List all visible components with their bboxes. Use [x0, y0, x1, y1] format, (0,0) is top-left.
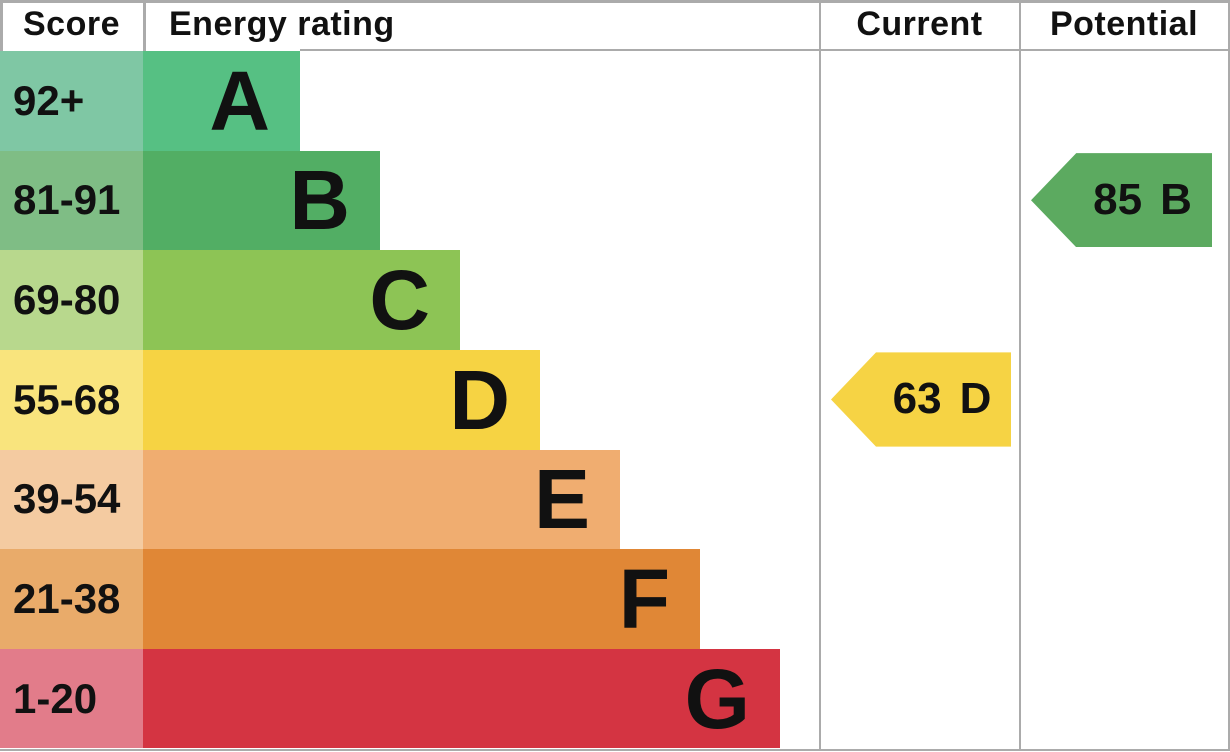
- band-score-range: 81-91: [0, 150, 143, 251]
- band-row-e: 39-54 E: [0, 449, 1230, 550]
- band-score-range: 39-54: [0, 449, 143, 550]
- band-score-range-label: 55-68: [13, 375, 121, 423]
- band-letter: B: [289, 153, 350, 248]
- band-bar-a: A: [143, 51, 300, 151]
- band-row-f: 21-38 F: [0, 549, 1230, 649]
- band-bar-b: B: [143, 150, 380, 251]
- band-score-range: 21-38: [0, 549, 143, 649]
- band-letter: E: [533, 452, 590, 547]
- band-score-range-label: 1-20: [13, 674, 98, 722]
- potential-column-divider: [1018, 0, 1021, 751]
- potential-rating-letter: B: [1160, 175, 1192, 225]
- band-row-b: 81-91 B: [0, 150, 1230, 251]
- band-bar-c: C: [143, 250, 460, 350]
- band-score-range-label: 21-38: [13, 575, 121, 623]
- band-row-d: 55-68 D: [0, 349, 1230, 450]
- left-border-line: [0, 0, 3, 51]
- band-score-range: 55-68: [0, 349, 143, 450]
- band-bar-e: E: [143, 449, 620, 550]
- band-score-range-label: 69-80: [13, 276, 121, 324]
- band-bar-g: G: [143, 648, 780, 749]
- band-row-g: 1-20 G: [0, 648, 1230, 749]
- current-rating-letter: D: [959, 374, 992, 424]
- score-column-divider: [143, 0, 146, 51]
- potential-rating-value: 85: [1093, 175, 1143, 225]
- band-rows: 92+ A 81-91 B 69-80 C 55-68 D 39-54 E 21-38 F 1-20 G: [0, 51, 1230, 749]
- band-letter: F: [618, 552, 670, 647]
- header-current: Current: [856, 4, 983, 43]
- band-score-range: 69-80: [0, 250, 143, 350]
- band-letter: C: [369, 253, 430, 348]
- band-score-range: 92+: [0, 51, 143, 151]
- header-score: Score: [23, 4, 120, 43]
- band-letter: G: [684, 651, 750, 746]
- band-bar-f: F: [143, 549, 700, 649]
- band-score-range-label: 81-91: [13, 176, 121, 224]
- current-rating-value: 63: [892, 374, 942, 424]
- right-border-line: [1227, 0, 1230, 751]
- band-letter: A: [209, 53, 270, 148]
- band-row-c: 69-80 C: [0, 250, 1230, 350]
- band-score-range-label: 92+: [13, 76, 85, 124]
- header-energy-rating: Energy rating: [169, 4, 395, 43]
- band-letter: D: [449, 352, 510, 447]
- current-column-divider: [818, 0, 821, 751]
- band-bar-d: D: [143, 349, 540, 450]
- top-border-line: [0, 0, 1230, 3]
- header-underline: [300, 48, 1230, 51]
- band-row-a: 92+ A: [0, 51, 1230, 151]
- bottom-border-line: [0, 748, 1230, 751]
- header-potential: Potential: [1049, 4, 1199, 43]
- band-score-range-label: 39-54: [13, 475, 121, 523]
- band-score-range: 1-20: [0, 648, 143, 749]
